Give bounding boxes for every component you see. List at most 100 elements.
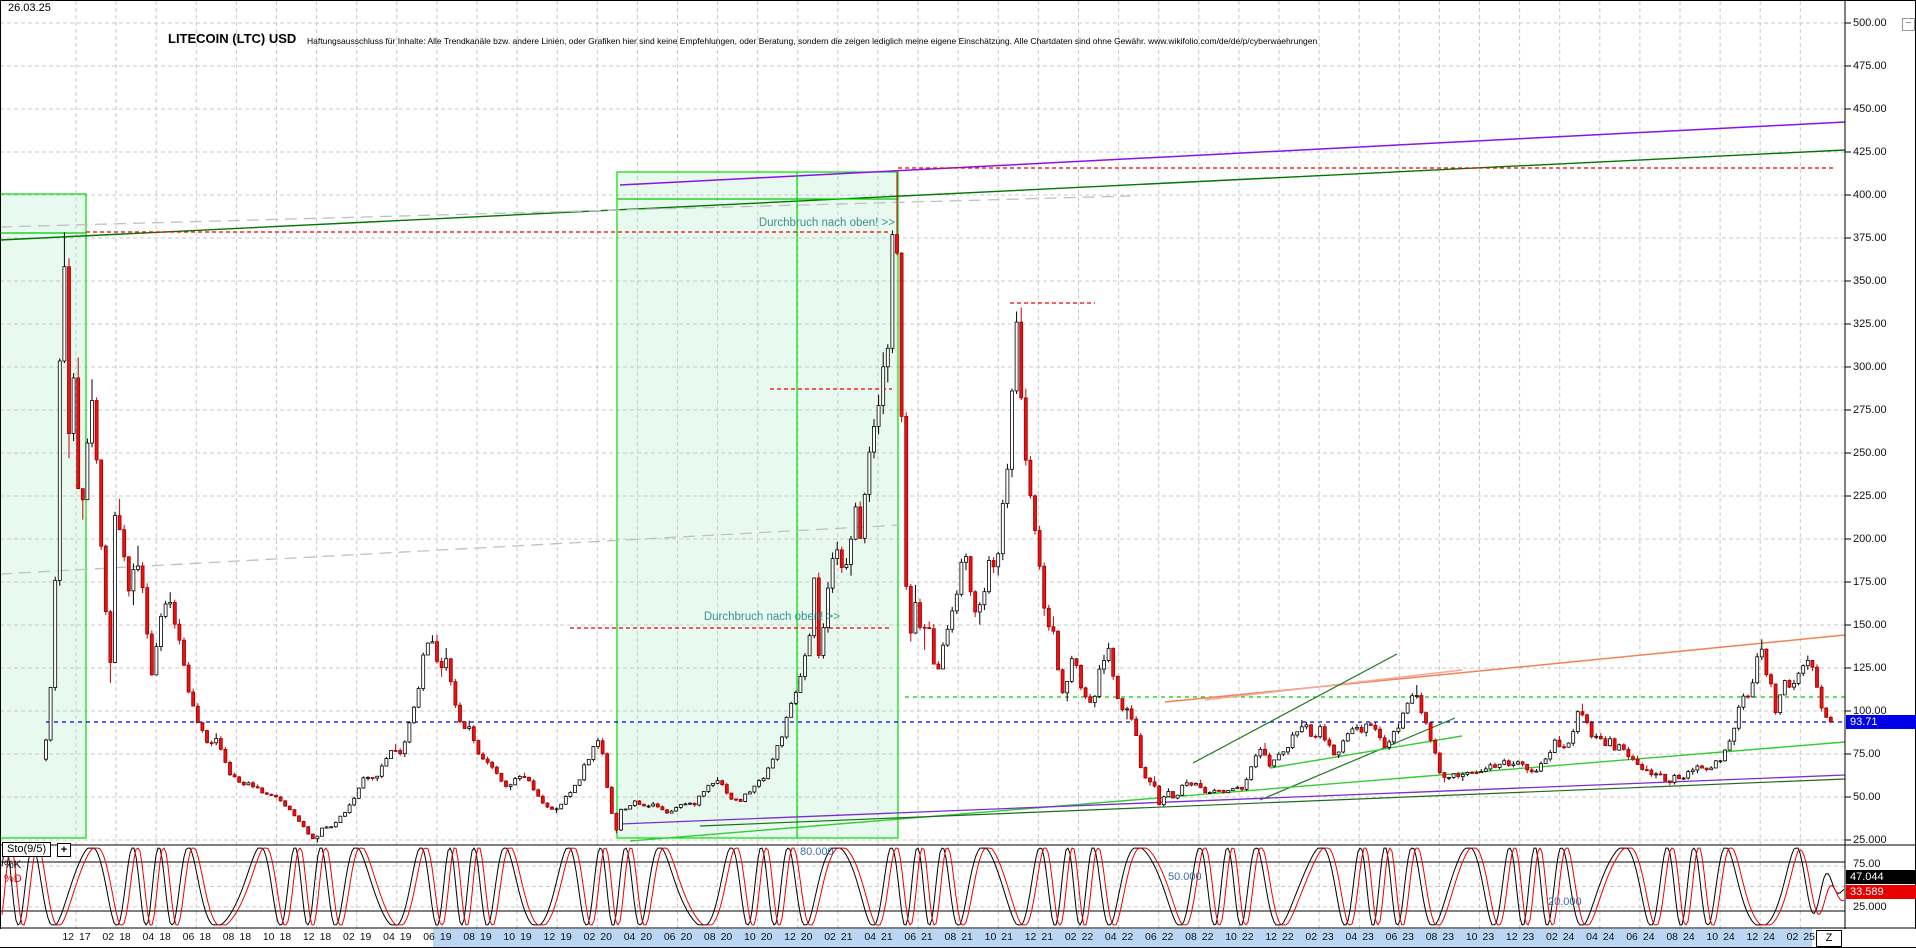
date-label-month: 06 (904, 931, 917, 943)
date-label-month: 04 (142, 931, 155, 943)
date-label-year: 20 (640, 931, 653, 943)
add-indicator-button[interactable]: + (57, 843, 71, 857)
date-label-year: 22 (1081, 931, 1094, 943)
breakout-box (0, 194, 86, 838)
stoch-axis-75: 75.00 (1853, 858, 1881, 870)
date-label-year: 20 (680, 931, 693, 943)
date-label-year: 22 (1282, 931, 1294, 943)
date-label-year: 18 (279, 931, 292, 943)
date-label-year: 23 (1362, 931, 1374, 943)
date-label-month: 08 (1666, 931, 1678, 943)
date-label-year: 21 (1041, 931, 1054, 943)
price-axis-label: 50.00 (1853, 790, 1881, 803)
date-label-month: 10 (503, 931, 516, 943)
date-label-month: 10 (1706, 931, 1719, 943)
date-label-year: 19 (399, 931, 412, 943)
date-label-year: 24 (1602, 931, 1615, 943)
date-label-year: 18 (159, 931, 171, 943)
trendline (0, 195, 1131, 228)
price-axis-label: 125.00 (1853, 661, 1887, 674)
date-label-month: 12 (62, 931, 74, 943)
zoom-reset-button[interactable]: Z (1816, 930, 1842, 947)
trendline (0, 524, 901, 575)
date-label-year: 23 (1402, 931, 1414, 943)
date-label-month: 12 (784, 931, 796, 943)
date-label-month: 02 (1546, 931, 1558, 943)
date-label-month: 08 (463, 931, 475, 943)
date-label-month: 10 (1465, 931, 1478, 943)
price-axis-label: 25.000 (1853, 833, 1887, 846)
date-label-year: 21 (881, 931, 893, 943)
date-label-month: 12 (1746, 931, 1759, 943)
trendline (1269, 735, 1463, 769)
collapse-chart-icon[interactable]: − (1902, 18, 1915, 31)
price-axis-label: 500.00 (1853, 16, 1887, 29)
trendline (0, 149, 1846, 241)
date-label-year: 21 (961, 931, 973, 943)
date-label-month: 04 (864, 931, 876, 943)
date-label-month: 10 (1225, 931, 1237, 943)
date-label-year: 20 (720, 931, 733, 943)
price-axis-label: 200.00 (1853, 532, 1887, 545)
date-label-month: 06 (423, 931, 435, 943)
date-label-year: 24 (1562, 931, 1575, 943)
breakout-box-border (616, 171, 899, 839)
date-label-month: 08 (222, 931, 235, 943)
date-label-year: 19 (439, 931, 452, 943)
date-label-month: 02 (343, 931, 355, 943)
date-label-month: 06 (1145, 931, 1157, 943)
current-price-badge: 93.71 (1846, 715, 1916, 729)
trendline (629, 741, 1846, 842)
date-label-year: 18 (239, 931, 252, 943)
date-label-month: 12 (543, 931, 556, 943)
date-label-year: 19 (560, 931, 572, 943)
date-label-year: 19 (480, 931, 492, 943)
date-label-year: 19 (359, 931, 372, 943)
stoch-level-20: 20.000 (1548, 896, 1582, 908)
page-title: LITECOIN (LTC) USD (168, 31, 297, 46)
price-axis-label: 325.00 (1853, 317, 1887, 330)
date-label-month: 06 (1626, 931, 1638, 943)
trendline (619, 774, 1846, 825)
date-label-month: 02 (1064, 931, 1077, 943)
date-label-year: 23 (1442, 931, 1455, 943)
date-label-year: 25 (1803, 931, 1815, 943)
date-label-year: 24 (1683, 931, 1695, 943)
date-label-month: 04 (1345, 931, 1358, 943)
trendline (1192, 653, 1398, 764)
price-axis-label: 475.00 (1853, 59, 1887, 72)
stoch-k-value-badge: 47.044 (1846, 870, 1916, 884)
date-label-month: 02 (1786, 931, 1799, 943)
stoch-axis-25: 25.000 (1853, 901, 1887, 913)
date-label-month: 02 (102, 931, 115, 943)
price-axis-label: 450.00 (1853, 102, 1887, 115)
breakout-box-border (0, 193, 87, 839)
stoch-d-value-badge: 33.589 (1846, 885, 1916, 899)
date-label-month: 10 (262, 931, 275, 943)
stoch-d-line (1, 847, 1845, 926)
indicator-name-button[interactable]: Sto(9/5) (2, 842, 52, 857)
date-axis-highlight (433, 929, 1812, 947)
date-label-month: 08 (1185, 931, 1197, 943)
date-label-year: 18 (319, 931, 332, 943)
date-label-month: 12 (302, 931, 315, 943)
date-label-year: 22 (1201, 931, 1214, 943)
stoch-level-80: 80.000 (800, 846, 834, 858)
date-label-month: 12 (1505, 931, 1518, 943)
date-label-month: 12 (1265, 931, 1277, 943)
date-label-year: 20 (800, 931, 813, 943)
date-label-month: 04 (1104, 931, 1117, 943)
date-label-month: 08 (1425, 931, 1438, 943)
price-axis-label: 150.00 (1853, 618, 1887, 631)
date-label-month: 02 (1305, 931, 1318, 943)
date-label-year: 24 (1723, 931, 1735, 943)
date-label-month: 06 (182, 931, 195, 943)
stoch-k-line (1, 847, 1845, 926)
date-label-year: 24 (1763, 931, 1775, 943)
price-axis-label: 175.00 (1853, 575, 1887, 588)
stoch-level-50: 50.000 (1168, 871, 1202, 883)
price-axis-label: 225.00 (1853, 489, 1887, 502)
date-label-month: 04 (623, 931, 636, 943)
